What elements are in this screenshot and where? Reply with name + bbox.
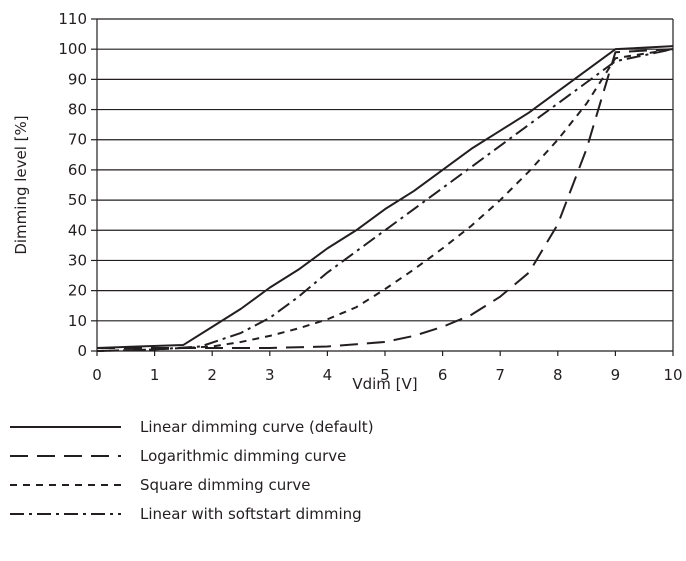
legend-label-2: Logarithmic dimming curve: [140, 447, 346, 465]
tick-labels: 0 10 20 30 40 50 60 70 80 90 100 110 0 1 2 3 4 5 6 7 8 9 10: [58, 10, 682, 384]
y-tick-label: 100: [58, 40, 87, 58]
y-tick-label: 20: [68, 282, 87, 300]
x-tick-label: 0: [92, 366, 102, 384]
series-line-2: [97, 48, 674, 349]
y-tick-label: 30: [68, 251, 87, 269]
x-tick-label: 8: [553, 366, 563, 384]
x-tick-label: 7: [495, 366, 505, 384]
legend-label-4: Linear with softstart dimming: [140, 505, 362, 523]
y-tick-label: 10: [68, 312, 87, 330]
y-tick-label: 60: [68, 161, 87, 179]
grid-lines: [97, 18, 673, 352]
series-line-4: [96, 48, 674, 352]
x-tick-label: 6: [438, 366, 448, 384]
y-tick-label: 50: [68, 191, 87, 209]
series-line-3: [96, 48, 674, 352]
legend-label-3: Square dimming curve: [140, 476, 310, 494]
x-tick-label: 10: [663, 366, 682, 384]
y-tick-label: 90: [68, 70, 87, 88]
y-tick-label: 110: [58, 10, 87, 28]
y-tick-label: 40: [68, 221, 87, 239]
x-tick-label: 2: [207, 366, 217, 384]
x-tick-label: 3: [265, 366, 275, 384]
x-tick-label: 4: [323, 366, 333, 384]
data-series: [96, 45, 674, 352]
x-tick-label: 1: [150, 366, 160, 384]
y-tick-label: 80: [68, 101, 87, 119]
x-tick-label: 5: [380, 366, 390, 384]
series-line-1: [96, 45, 674, 349]
y-tick-label: 70: [68, 131, 87, 149]
legend-label-1: Linear dimming curve (default): [140, 418, 374, 436]
x-axis-label: Vdim [V]: [352, 375, 417, 393]
axes: [91, 18, 674, 356]
y-tick-label: 0: [77, 342, 87, 360]
legend: Linear dimming curve (default) Logarithmi…: [10, 418, 374, 523]
x-tick-label: 9: [611, 366, 621, 384]
y-axis-label: Dimming level [%]: [12, 115, 30, 254]
